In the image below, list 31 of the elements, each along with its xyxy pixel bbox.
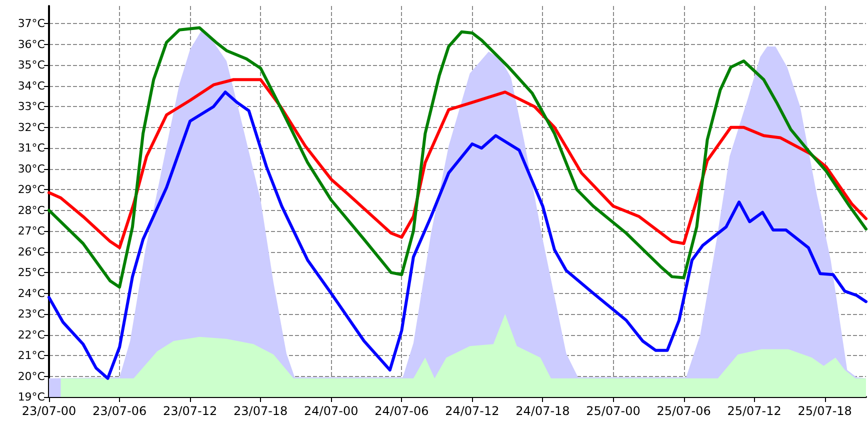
y-tick-label: 37°C: [18, 17, 46, 30]
y-tick-label: 36°C: [18, 38, 46, 51]
y-tick-label: 20°C: [18, 370, 46, 383]
y-tick-label: 27°C: [18, 224, 46, 238]
x-tick-label: 23/07-12: [162, 404, 218, 418]
x-tick-label: 23/07-00: [22, 404, 76, 418]
x-tick-label: 24/07-18: [516, 404, 570, 418]
y-tick-label: 28°C: [18, 204, 46, 217]
x-tick-label: 25/07-12: [727, 404, 782, 418]
y-tick-label: 19°C: [18, 390, 46, 404]
y-tick-label: 29°C: [18, 183, 46, 196]
y-tick-label: 34°C: [18, 79, 46, 92]
x-tick-label: 24/07-06: [374, 404, 429, 418]
y-tick-label: 35°C: [18, 58, 46, 72]
y-tick-label: 30°C: [18, 162, 46, 176]
x-tick-label: 23/07-18: [234, 404, 288, 418]
x-tick-label: 25/07-18: [798, 404, 852, 418]
y-tick-label: 33°C: [18, 100, 46, 114]
y-tick-label: 24°C: [18, 286, 46, 300]
x-tick-label: 23/07-06: [92, 404, 147, 418]
x-tick-label: 24/07-12: [445, 404, 500, 418]
x-tick-label: 25/07-00: [586, 404, 640, 418]
y-tick-label: 32°C: [18, 120, 46, 134]
y-tick-label: 25°C: [18, 266, 46, 280]
x-tick-label: 24/07-00: [304, 404, 358, 418]
x-tick-label: 25/07-06: [656, 404, 711, 418]
y-tick-label: 31°C: [18, 142, 46, 155]
y-tick-label: 21°C: [18, 349, 46, 362]
y-tick-label: 22°C: [18, 328, 46, 342]
y-tick-label: 23°C: [18, 308, 46, 321]
y-tick-label: 26°C: [18, 245, 46, 258]
